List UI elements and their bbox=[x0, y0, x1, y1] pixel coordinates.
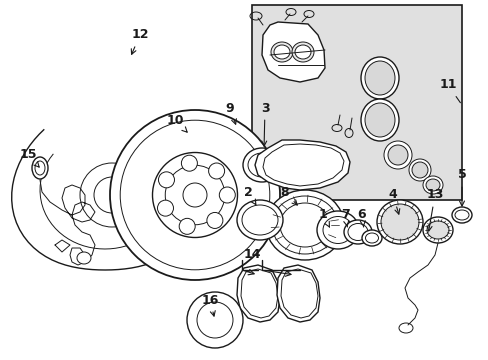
Circle shape bbox=[186, 292, 243, 348]
Ellipse shape bbox=[271, 196, 337, 254]
Ellipse shape bbox=[454, 210, 468, 220]
Polygon shape bbox=[237, 265, 280, 322]
Text: 16: 16 bbox=[201, 293, 218, 316]
Polygon shape bbox=[276, 265, 319, 322]
Ellipse shape bbox=[422, 176, 442, 194]
Circle shape bbox=[158, 172, 174, 188]
Text: 1: 1 bbox=[318, 208, 329, 227]
Ellipse shape bbox=[426, 221, 448, 239]
Text: 14: 14 bbox=[243, 248, 260, 261]
Ellipse shape bbox=[383, 141, 411, 169]
Text: 2: 2 bbox=[243, 185, 255, 204]
Ellipse shape bbox=[380, 204, 418, 240]
Ellipse shape bbox=[411, 162, 427, 178]
Text: 4: 4 bbox=[388, 189, 399, 214]
Ellipse shape bbox=[265, 190, 343, 260]
Text: 11: 11 bbox=[438, 78, 460, 103]
Ellipse shape bbox=[35, 161, 45, 175]
Text: 6: 6 bbox=[357, 208, 366, 227]
Ellipse shape bbox=[360, 57, 398, 99]
Text: 9: 9 bbox=[225, 102, 236, 124]
Circle shape bbox=[181, 155, 197, 171]
Circle shape bbox=[94, 177, 130, 213]
Circle shape bbox=[208, 163, 224, 179]
Circle shape bbox=[179, 219, 195, 234]
Text: 12: 12 bbox=[131, 28, 148, 54]
Text: 13: 13 bbox=[426, 189, 443, 231]
Ellipse shape bbox=[422, 217, 452, 243]
Circle shape bbox=[206, 212, 223, 229]
Ellipse shape bbox=[242, 205, 278, 235]
Circle shape bbox=[157, 200, 173, 216]
Ellipse shape bbox=[364, 61, 394, 95]
Ellipse shape bbox=[247, 153, 275, 177]
Polygon shape bbox=[262, 22, 325, 82]
Ellipse shape bbox=[294, 45, 310, 59]
Ellipse shape bbox=[347, 224, 367, 240]
Text: 3: 3 bbox=[260, 102, 269, 146]
Text: 7: 7 bbox=[340, 208, 348, 227]
Ellipse shape bbox=[316, 211, 358, 249]
Ellipse shape bbox=[77, 252, 91, 264]
Ellipse shape bbox=[360, 99, 398, 141]
Ellipse shape bbox=[408, 159, 430, 181]
Circle shape bbox=[80, 163, 143, 227]
Ellipse shape bbox=[237, 200, 283, 240]
Ellipse shape bbox=[280, 203, 329, 247]
Text: 10: 10 bbox=[166, 113, 187, 132]
Circle shape bbox=[219, 187, 235, 203]
Circle shape bbox=[110, 110, 280, 280]
Ellipse shape bbox=[365, 233, 378, 243]
Ellipse shape bbox=[361, 230, 381, 246]
Text: 8: 8 bbox=[280, 185, 297, 205]
Ellipse shape bbox=[243, 148, 281, 182]
Ellipse shape bbox=[376, 200, 422, 244]
Circle shape bbox=[165, 165, 224, 225]
Ellipse shape bbox=[270, 42, 292, 62]
Ellipse shape bbox=[451, 207, 471, 223]
Circle shape bbox=[152, 153, 237, 238]
Polygon shape bbox=[254, 140, 349, 190]
Ellipse shape bbox=[32, 157, 48, 179]
Circle shape bbox=[183, 183, 206, 207]
Circle shape bbox=[197, 302, 232, 338]
Ellipse shape bbox=[343, 220, 371, 244]
Ellipse shape bbox=[291, 42, 313, 62]
Text: 5: 5 bbox=[457, 168, 466, 206]
Ellipse shape bbox=[273, 45, 289, 59]
Ellipse shape bbox=[364, 103, 394, 137]
Ellipse shape bbox=[398, 323, 412, 333]
Ellipse shape bbox=[323, 216, 352, 243]
Ellipse shape bbox=[387, 145, 407, 165]
Bar bbox=[251, 5, 461, 200]
Ellipse shape bbox=[425, 179, 439, 191]
Text: 15: 15 bbox=[19, 148, 39, 167]
